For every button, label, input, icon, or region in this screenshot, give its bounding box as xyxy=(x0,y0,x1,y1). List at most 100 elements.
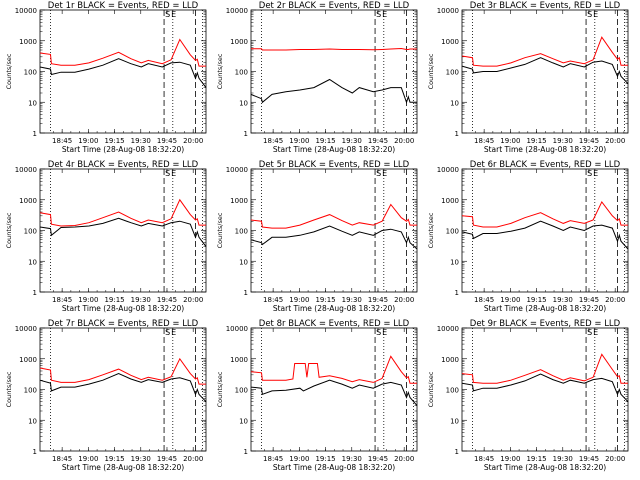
plot-frame xyxy=(461,168,629,293)
x-tick-label: 19:00 xyxy=(78,296,98,304)
x-tick-label: 18:45 xyxy=(263,455,283,463)
panel-det-2: Det 2r BLACK = Events, RED = LLD 1 10 100 10… xyxy=(216,1,418,154)
panel-det-8: Det 8r BLACK = Events, RED = LLD 1 10 100 10… xyxy=(216,319,418,472)
end-marker-label: E xyxy=(382,10,387,19)
start-marker-label: S xyxy=(376,169,381,178)
x-tick-label: 18:45 xyxy=(52,455,72,463)
x-axis-label: Start Time (28-Aug-08 18:32:20) xyxy=(62,145,184,154)
events-series-line xyxy=(461,373,629,403)
x-tick-label: 19:45 xyxy=(157,137,177,145)
x-tick-label: 19:30 xyxy=(553,455,573,463)
x-tick-label: 19:15 xyxy=(315,137,335,145)
panel-title: Det 8r BLACK = Events, RED = LLD xyxy=(259,319,410,329)
y-tick-label: 10 xyxy=(239,417,248,425)
end-marker-label: E xyxy=(593,10,598,19)
y-tick-label: 10 xyxy=(28,258,37,266)
y-tick-label: 100 xyxy=(24,228,37,236)
x-axis-label: Start Time (28-Aug-08 18:32:20) xyxy=(62,304,184,313)
x-tick-label: 18:45 xyxy=(263,296,283,304)
plot-frame xyxy=(39,168,207,293)
x-tick-label: 20:00 xyxy=(605,455,625,463)
y-tick-label: 1 xyxy=(33,130,37,138)
y-tick-label: 1000 xyxy=(441,38,459,46)
x-tick-label: 20:00 xyxy=(183,137,203,145)
y-tick-label: 10000 xyxy=(15,7,37,15)
x-tick-label: 19:45 xyxy=(579,455,599,463)
y-axis-label: Counts/sec xyxy=(427,212,435,248)
x-tick-label: 19:15 xyxy=(104,455,124,463)
y-tick-label: 1000 xyxy=(19,197,37,205)
x-tick-label: 20:00 xyxy=(183,455,203,463)
panel-title: Det 6r BLACK = Events, RED = LLD xyxy=(470,160,621,170)
x-axis-label: Start Time (28-Aug-08 18:32:20) xyxy=(484,145,606,154)
x-tick-label: 19:30 xyxy=(131,296,151,304)
start-marker-label: S xyxy=(165,169,170,178)
panel-det-4: Det 4r BLACK = Events, RED = LLD 1 10 100 10… xyxy=(5,160,207,313)
lld-series-line xyxy=(250,203,417,229)
events-series-line xyxy=(250,78,417,104)
end-marker-label: E xyxy=(171,10,176,19)
y-tick-label: 10000 xyxy=(15,166,37,174)
x-tick-label: 19:00 xyxy=(289,137,309,145)
panel-det-5: Det 5r BLACK = Events, RED = LLD 1 10 100 10… xyxy=(216,160,418,313)
x-tick-label: 19:30 xyxy=(131,455,151,463)
start-marker-label: S xyxy=(587,328,592,337)
events-series-line xyxy=(461,57,629,85)
y-tick-label: 1 xyxy=(33,289,37,297)
y-tick-label: 1 xyxy=(455,448,459,456)
x-tick-label: 19:00 xyxy=(289,296,309,304)
x-tick-label: 19:00 xyxy=(78,455,98,463)
y-axis-label: Counts/sec xyxy=(427,371,435,407)
x-tick-label: 19:45 xyxy=(368,455,388,463)
x-tick-label: 20:00 xyxy=(605,137,625,145)
y-tick-label: 10000 xyxy=(226,166,248,174)
y-tick-label: 100 xyxy=(235,69,248,77)
x-tick-label: 19:15 xyxy=(315,455,335,463)
panel-det-7: Det 7r BLACK = Events, RED = LLD 1 10 100 10… xyxy=(5,319,207,472)
plot-frame xyxy=(39,9,207,134)
x-tick-label: 19:45 xyxy=(157,296,177,304)
panel-title: Det 5r BLACK = Events, RED = LLD xyxy=(259,160,410,170)
x-tick-label: 19:00 xyxy=(289,455,309,463)
y-tick-label: 100 xyxy=(24,387,37,395)
x-tick-label: 18:45 xyxy=(474,455,494,463)
end-marker-label: E xyxy=(171,328,176,337)
x-axis-label: Start Time (28-Aug-08 18:32:20) xyxy=(273,463,395,472)
x-tick-label: 18:45 xyxy=(52,137,72,145)
x-tick-label: 20:00 xyxy=(394,455,414,463)
y-tick-label: 10 xyxy=(28,99,37,107)
panel-det-9: Det 9r BLACK = Events, RED = LLD 1 10 100 10… xyxy=(427,319,629,472)
events-series-line xyxy=(39,373,207,403)
y-tick-label: 10000 xyxy=(437,7,459,15)
x-tick-label: 19:00 xyxy=(78,137,98,145)
y-tick-label: 1000 xyxy=(19,356,37,364)
y-tick-label: 100 xyxy=(446,69,459,77)
lld-series-line xyxy=(461,353,628,384)
panel-title: Det 1r BLACK = Events, RED = LLD xyxy=(48,1,199,11)
events-series-line xyxy=(39,217,207,247)
start-marker-label: S xyxy=(587,169,592,178)
x-tick-label: 19:30 xyxy=(342,296,362,304)
lld-series-line xyxy=(461,36,628,67)
x-tick-label: 19:30 xyxy=(553,296,573,304)
x-tick-label: 19:00 xyxy=(500,455,520,463)
y-tick-label: 10000 xyxy=(15,325,37,333)
plot-frame xyxy=(250,168,418,293)
y-tick-label: 10000 xyxy=(437,325,459,333)
x-tick-label: 19:45 xyxy=(579,137,599,145)
y-tick-label: 10 xyxy=(450,99,459,107)
y-tick-label: 10 xyxy=(239,99,248,107)
x-tick-label: 19:30 xyxy=(131,137,151,145)
y-tick-label: 1 xyxy=(244,448,248,456)
y-tick-label: 1000 xyxy=(230,197,248,205)
y-axis-label: Counts/sec xyxy=(216,371,224,407)
x-tick-label: 19:00 xyxy=(500,137,520,145)
y-tick-label: 100 xyxy=(446,387,459,395)
x-tick-label: 18:45 xyxy=(474,296,494,304)
x-tick-label: 20:00 xyxy=(183,296,203,304)
panel-title: Det 7r BLACK = Events, RED = LLD xyxy=(48,319,199,329)
lld-series-line xyxy=(39,198,206,227)
plot-frame xyxy=(461,327,629,452)
y-tick-label: 1 xyxy=(455,289,459,297)
x-tick-label: 19:15 xyxy=(104,137,124,145)
